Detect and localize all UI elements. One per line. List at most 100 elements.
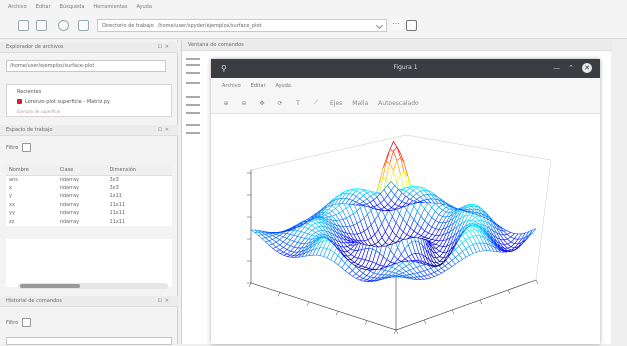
rotate-icon[interactable]: ⟳ bbox=[276, 99, 284, 107]
menu-file[interactable]: Archivo bbox=[8, 4, 27, 10]
var-name: x bbox=[6, 184, 57, 193]
var-name: yy bbox=[6, 209, 57, 218]
figure-titlebar[interactable]: ⚲ Figura 1 — ⌃ ✕ bbox=[211, 59, 600, 78]
console-line bbox=[186, 82, 200, 84]
dock-controls-icon[interactable]: ⊡✕ bbox=[158, 44, 172, 50]
command-window-title: Ventana de comandos bbox=[182, 40, 612, 51]
figure-window: ⚲ Figura 1 — ⌃ ✕ Archivo Editar Ayuda ⊕ … bbox=[211, 59, 600, 344]
surface-plot[interactable] bbox=[211, 115, 600, 344]
plot-area[interactable] bbox=[211, 115, 600, 344]
text-icon[interactable]: T bbox=[294, 99, 302, 107]
dock-controls-icon[interactable]: ⊡✕ bbox=[158, 127, 172, 133]
history-title: Historial de comandos ⊡✕ bbox=[0, 296, 178, 307]
workspace-title-text: Espacio de trabajo bbox=[6, 127, 52, 133]
console-line bbox=[186, 104, 200, 106]
table-header: Nombre Clase Dimensión bbox=[6, 165, 172, 175]
dock-controls-icon[interactable]: ⊡✕ bbox=[158, 298, 172, 304]
zoom-in-icon[interactable]: ⊕ bbox=[222, 99, 230, 107]
recent-file-item-2[interactable]: Ejemplo de superficie bbox=[17, 107, 60, 116]
menu-help[interactable]: Ayuda bbox=[136, 4, 151, 10]
y-tick bbox=[424, 320, 426, 324]
recent-file-item[interactable]: Lorenzo plot superficie - Matriz.py bbox=[17, 97, 110, 106]
y-tick bbox=[536, 280, 538, 284]
chevron-down-icon[interactable] bbox=[376, 22, 383, 29]
minimize-icon[interactable]: — bbox=[553, 64, 560, 72]
x-tick bbox=[278, 292, 280, 296]
file-icon bbox=[17, 99, 22, 104]
autoscale-toggle[interactable]: Autoescalado bbox=[378, 100, 419, 107]
menu-tools[interactable]: Herramientas bbox=[93, 4, 127, 10]
y-tick bbox=[396, 330, 398, 334]
window-controls: — ⌃ ✕ bbox=[553, 63, 592, 73]
new-file-icon[interactable] bbox=[18, 20, 29, 31]
zoom-out-icon[interactable]: ⊖ bbox=[240, 99, 248, 107]
ellipsis-icon[interactable]: ⋯ bbox=[392, 19, 403, 30]
var-name: zz bbox=[6, 218, 57, 227]
main-menubar: Archivo Editar Búsqueda Herramientas Ayu… bbox=[0, 0, 627, 13]
var-class: ndarray bbox=[57, 184, 107, 193]
x-tick bbox=[365, 321, 367, 325]
horizontal-scrollbar[interactable] bbox=[18, 283, 168, 289]
filter-label: Filtro bbox=[6, 145, 18, 151]
recent-file-name-2: Ejemplo de superficie bbox=[17, 109, 60, 114]
recent-files-list: Recientes Lorenzo plot superficie - Matr… bbox=[6, 84, 172, 117]
var-name: xx bbox=[6, 201, 57, 210]
x-tick bbox=[336, 311, 338, 315]
x-tick bbox=[307, 302, 309, 306]
var-name: ans bbox=[6, 175, 57, 184]
axes-toggle[interactable]: Ejes bbox=[330, 100, 342, 107]
var-class: ndarray bbox=[57, 175, 107, 184]
var-class: ndarray bbox=[57, 218, 107, 227]
figure-menu-help[interactable]: Ayuda bbox=[276, 83, 291, 89]
python-path-icon[interactable] bbox=[78, 20, 89, 31]
pan-icon[interactable]: ✥ bbox=[258, 99, 266, 107]
file-explorer-path: /home/user/ejemplos/surface-plot bbox=[10, 63, 94, 69]
workspace-title: Espacio de trabajo ⊡✕ bbox=[0, 125, 178, 136]
folder-icon[interactable] bbox=[406, 20, 417, 31]
column-header-dimension[interactable]: Dimensión bbox=[106, 165, 172, 175]
console-line bbox=[186, 96, 200, 98]
grid-toggle[interactable]: Malla bbox=[352, 100, 368, 107]
var-dimension: 11x11 bbox=[106, 209, 172, 218]
y-tick bbox=[452, 310, 454, 314]
scrollbar-thumb[interactable] bbox=[20, 284, 80, 288]
left-dock: Explorador de archivos ⊡✕ /home/user/eje… bbox=[0, 40, 178, 344]
history-filter: Filtro bbox=[6, 318, 31, 327]
var-dimension: 3x3 bbox=[106, 184, 172, 193]
workspace-empty-area bbox=[6, 239, 172, 287]
column-header-name[interactable]: Nombre bbox=[6, 165, 57, 175]
filter-checkbox[interactable] bbox=[22, 143, 31, 152]
figure-toolbar: ⊕ ⊖ ✥ ⟳ T ⟋ Ejes Malla Autoescalado bbox=[211, 93, 600, 114]
var-class: ndarray bbox=[57, 192, 107, 201]
pane-splitter[interactable] bbox=[613, 40, 627, 344]
figure-menubar: Archivo Editar Ayuda bbox=[211, 78, 600, 93]
x-tick bbox=[249, 283, 251, 287]
open-file-icon[interactable] bbox=[36, 20, 47, 31]
file-explorer-title: Explorador de archivos ⊡✕ bbox=[0, 42, 178, 53]
figure-title: Figura 1 bbox=[211, 64, 600, 71]
figure-menu-file[interactable]: Archivo bbox=[222, 83, 241, 89]
settings-icon[interactable] bbox=[58, 20, 69, 31]
figure-menu-edit[interactable]: Editar bbox=[251, 83, 266, 89]
recent-header[interactable]: Recientes bbox=[17, 87, 41, 96]
line-icon[interactable]: ⟋ bbox=[312, 99, 320, 107]
menu-search[interactable]: Búsqueda bbox=[60, 4, 85, 10]
filter-checkbox[interactable] bbox=[22, 318, 31, 327]
x-tick bbox=[394, 330, 396, 334]
console-line bbox=[186, 72, 200, 74]
var-dimension: 1x11 bbox=[106, 192, 172, 201]
file-explorer-path-combo[interactable]: /home/user/ejemplos/surface-plot bbox=[6, 60, 166, 72]
maximize-icon[interactable]: ⌃ bbox=[568, 64, 574, 72]
column-header-class[interactable]: Clase bbox=[57, 165, 107, 175]
working-directory-combo[interactable]: Directorio de trabajo /home/user/spyder/… bbox=[97, 19, 387, 32]
close-icon[interactable]: ✕ bbox=[582, 63, 592, 73]
menu-edit[interactable]: Editar bbox=[36, 4, 51, 10]
var-dimension: 11x11 bbox=[106, 218, 172, 227]
working-directory-label: Directorio de trabajo bbox=[102, 23, 154, 29]
